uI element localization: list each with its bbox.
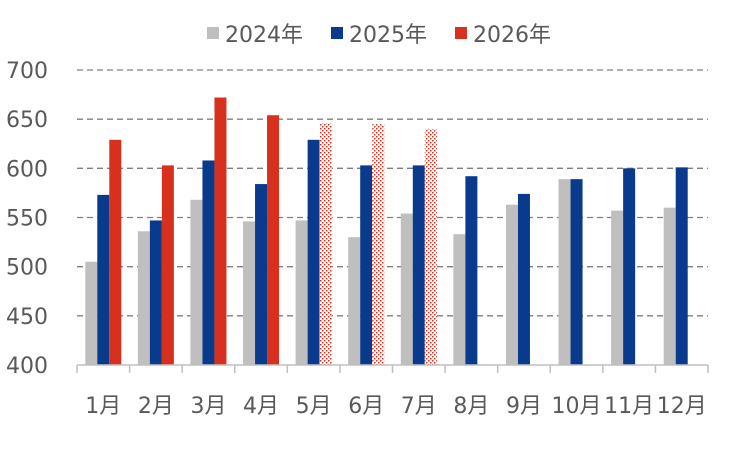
bar-1-4 — [243, 221, 256, 365]
y-axis-tick-labels: 400 450 500 550 600 650 700 — [6, 59, 48, 379]
legend-label: 2025年 — [349, 23, 427, 48]
legend-label: 2026年 — [473, 23, 551, 48]
bar-3-6 — [372, 124, 385, 365]
x-tick-label: 10月 — [552, 394, 602, 419]
legend: 2024年 2025年 2026年 — [207, 23, 551, 48]
bar-1-1 — [85, 261, 98, 365]
bar-3-3 — [214, 97, 227, 366]
legend-swatch — [331, 27, 343, 39]
bar-1-8 — [453, 234, 466, 365]
x-tick-label: 6月 — [348, 394, 384, 419]
bar-2-4 — [255, 184, 268, 365]
bar-1-11 — [611, 210, 624, 365]
bar-1-7 — [400, 213, 413, 365]
bar-3-4 — [267, 115, 280, 365]
legend-swatch — [455, 27, 467, 39]
bar-2-2 — [149, 220, 162, 365]
x-tick-label: 12月 — [657, 394, 707, 419]
y-tick-label: 550 — [6, 207, 48, 232]
bar-1-2 — [137, 231, 150, 365]
bar-3-5 — [319, 123, 332, 365]
bar-3-2 — [161, 165, 174, 365]
bar-2-3 — [202, 160, 215, 365]
x-tick-label: 9月 — [506, 394, 542, 419]
legend-swatch — [207, 27, 219, 39]
x-tick-label: 3月 — [190, 394, 226, 419]
bar-1-3 — [190, 199, 203, 365]
x-tick-label: 4月 — [243, 394, 279, 419]
bar-2-9 — [517, 193, 530, 365]
y-tick-label: 650 — [6, 108, 48, 133]
bar-2-1 — [97, 194, 110, 365]
x-tick-label: 1月 — [85, 394, 121, 419]
bar-3-7 — [424, 129, 437, 365]
legend-label: 2024年 — [225, 23, 303, 48]
bar-2-11 — [623, 168, 636, 365]
bar-1-6 — [348, 237, 361, 365]
x-tick-label: 11月 — [604, 394, 654, 419]
bars — [85, 97, 688, 366]
y-tick-label: 500 — [6, 256, 48, 281]
bar-1-5 — [295, 220, 308, 365]
y-tick-label: 600 — [6, 157, 48, 182]
bar-2-10 — [570, 179, 583, 365]
x-tick-label: 2月 — [138, 394, 174, 419]
bar-1-12 — [663, 207, 676, 365]
y-tick-label: 400 — [6, 354, 48, 379]
gridlines — [77, 69, 708, 317]
x-tick-label: 7月 — [401, 394, 437, 419]
bar-2-6 — [360, 165, 373, 365]
bar-2-12 — [675, 167, 688, 365]
bar-1-9 — [505, 204, 518, 365]
x-axis: 1月 2月 3月 4月 5月 6月 7月 8月 9月 10月 11月 12月 — [76, 364, 709, 419]
bar-2-5 — [307, 139, 320, 365]
y-tick-label: 700 — [6, 59, 48, 84]
bar-2-8 — [465, 176, 478, 365]
bar-1-10 — [558, 179, 571, 365]
bar-3-1 — [109, 139, 122, 365]
bar-2-7 — [412, 165, 425, 365]
y-tick-label: 450 — [6, 305, 48, 330]
x-tick-label: 8月 — [453, 394, 489, 419]
x-tick-label: 5月 — [296, 394, 332, 419]
